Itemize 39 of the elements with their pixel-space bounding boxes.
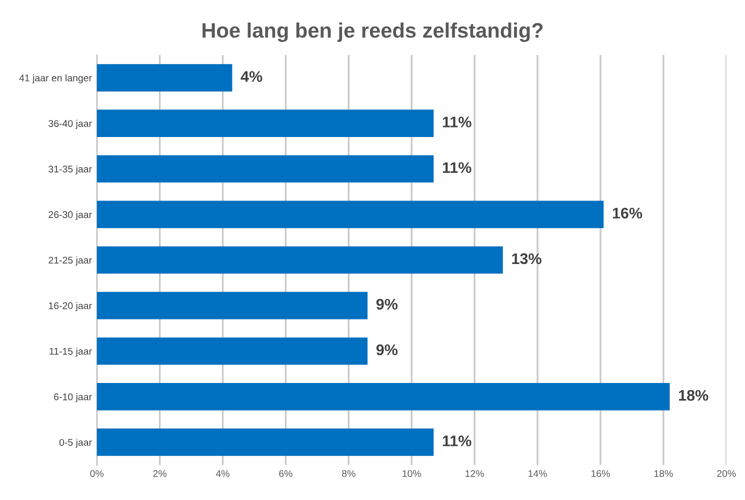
x-tick-label: 8% <box>342 470 356 477</box>
data-label: 13% <box>512 253 542 264</box>
x-tick-label: 0% <box>90 470 104 477</box>
y-tick-label: 31-35 jaar <box>48 165 92 174</box>
y-tick-label: 36-40 jaar <box>48 120 92 129</box>
bar <box>96 337 368 365</box>
x-tick-label: 4% <box>216 470 230 477</box>
data-label: 4% <box>240 71 262 82</box>
data-label: 11% <box>442 162 472 173</box>
data-label: 9% <box>376 298 398 310</box>
bar <box>96 64 232 92</box>
data-label: 16% <box>612 208 642 219</box>
bar <box>96 428 434 456</box>
x-tick-label: 12% <box>466 470 484 477</box>
y-tick-label: 16-20 jaar <box>48 302 92 312</box>
bar <box>96 110 434 137</box>
data-label: 11% <box>442 436 472 446</box>
x-tick-label: 6% <box>279 470 292 477</box>
x-tick-label: 20% <box>717 470 736 477</box>
y-tick-label: 26-30 jaar <box>48 210 92 220</box>
y-tick-label: 0-5 jaar <box>59 438 92 448</box>
x-tick-label: 14% <box>528 470 547 477</box>
bar <box>96 155 434 183</box>
y-tick-label: 21-25 jaar <box>48 256 92 266</box>
x-tick-label: 2% <box>153 470 166 477</box>
bar <box>96 200 604 228</box>
y-tick-label: 41 jaar en langer <box>19 74 92 84</box>
x-tick-label: 16% <box>591 470 610 477</box>
data-label: 11% <box>442 116 472 128</box>
x-tick-label: 18% <box>654 470 673 477</box>
data-label: 9% <box>376 344 398 356</box>
data-label: 18% <box>679 390 708 401</box>
chart-title: Hoe lang ben je reeds zelfstandig? <box>202 22 543 42</box>
x-tick-label: 10% <box>402 470 421 477</box>
bar <box>96 246 503 274</box>
y-tick-label: 6-10 jaar <box>54 393 92 402</box>
bar <box>96 292 368 320</box>
y-tick-label: 11-15 jaar <box>50 348 92 357</box>
bar <box>96 383 670 410</box>
